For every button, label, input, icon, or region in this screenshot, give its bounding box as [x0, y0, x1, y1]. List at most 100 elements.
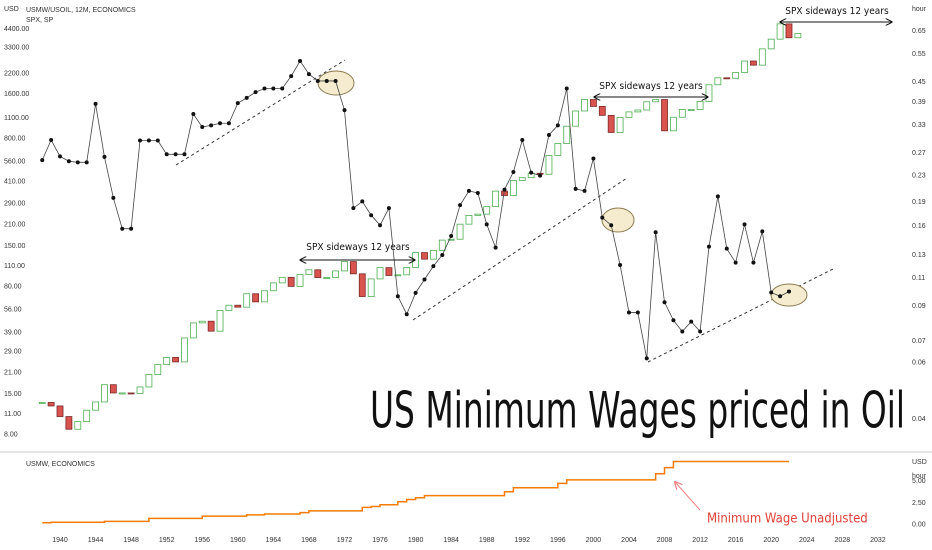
y-tick-label: 0.04	[912, 416, 926, 423]
candle	[509, 180, 517, 196]
y-tick-label: 0.23	[912, 172, 926, 179]
candle	[376, 267, 384, 280]
candle	[172, 357, 179, 363]
y-tick-label: 0.16	[912, 223, 926, 230]
y-unit: USD	[4, 6, 19, 13]
candle	[581, 99, 588, 112]
point	[609, 223, 614, 228]
point	[360, 199, 365, 204]
point	[662, 300, 667, 305]
point	[653, 230, 658, 235]
point	[742, 222, 747, 227]
point	[440, 252, 445, 257]
y-tick-label: 1600.00	[4, 91, 29, 98]
point	[689, 319, 694, 324]
title: USMW/USOIL, 12M, ECONOMICS	[26, 7, 136, 14]
candle	[261, 290, 268, 303]
point	[698, 329, 703, 334]
candle	[252, 293, 259, 303]
candle	[65, 416, 73, 430]
x-tick-label: 1952	[159, 537, 175, 544]
x-tick-label: 1968	[301, 537, 317, 544]
candle	[492, 190, 500, 208]
y-tick-label: 0.09	[912, 303, 926, 310]
candle	[643, 101, 651, 111]
x-tick-label: 1984	[443, 537, 459, 544]
x-tick-label: 1944	[88, 537, 104, 544]
step-line	[42, 460, 789, 524]
candle	[154, 364, 162, 375]
point	[520, 138, 525, 143]
candle	[545, 155, 553, 175]
x-tick-label: 1980	[408, 537, 424, 544]
candle	[323, 277, 331, 279]
point	[138, 138, 143, 143]
candle	[652, 99, 660, 103]
candle	[607, 114, 615, 133]
point	[484, 222, 489, 227]
y-tick-label: 29.00	[4, 349, 22, 356]
point	[120, 226, 125, 231]
point	[769, 290, 774, 295]
y-tick-label: 0.07	[912, 338, 926, 345]
point	[155, 138, 160, 143]
big-title: US Minimum Wages priced in Oil	[370, 382, 905, 440]
y-tick-label: 0.45	[912, 79, 926, 86]
y-tick-label: 2200.00	[4, 70, 29, 77]
point	[262, 86, 267, 91]
candle	[634, 109, 642, 113]
x-tick-label: 2004	[621, 537, 637, 544]
point	[458, 203, 463, 208]
point	[733, 260, 738, 265]
y-tick-label: 0.13	[912, 252, 926, 259]
y2-unit: hour	[912, 6, 927, 13]
candle	[714, 77, 722, 86]
point	[324, 78, 329, 83]
trendline	[175, 59, 346, 166]
point	[635, 310, 640, 315]
series-line	[41, 60, 790, 359]
candle	[438, 239, 446, 251]
x-tick-label: 2024	[799, 537, 815, 544]
arrow	[675, 482, 701, 511]
point	[191, 112, 196, 117]
y-tick-label: 39.00	[4, 330, 22, 337]
point	[386, 206, 391, 211]
point	[555, 123, 560, 128]
candle	[661, 99, 668, 132]
point	[600, 215, 605, 220]
annotation: SPX sideways 12 years	[599, 81, 703, 92]
candle	[189, 322, 197, 339]
y-tick-label: 410.00	[4, 178, 26, 185]
point	[475, 190, 480, 195]
candle	[385, 267, 393, 276]
y-tick-label: 8.00	[4, 431, 18, 438]
pane-title: USMW, ECONOMICS	[26, 461, 95, 468]
x-tick-label: 2028	[835, 537, 851, 544]
x-tick-label: 2012	[692, 537, 708, 544]
x-tick-label: 2000	[586, 537, 602, 544]
candle	[101, 384, 108, 403]
candle	[367, 278, 375, 297]
candle	[181, 337, 188, 363]
point	[173, 152, 178, 157]
point	[306, 72, 311, 77]
candle	[723, 77, 731, 80]
candle	[598, 106, 606, 116]
point	[289, 74, 294, 79]
candle	[776, 23, 784, 40]
y-tick-label: 0.11	[912, 275, 925, 282]
point	[58, 154, 63, 159]
point	[573, 186, 578, 191]
highlight	[601, 207, 635, 233]
y-unit: hour	[912, 473, 927, 480]
candle	[92, 401, 99, 411]
candle	[554, 143, 562, 156]
candle	[109, 384, 117, 394]
y-tick-label: 56.00	[4, 306, 22, 313]
point	[564, 86, 569, 91]
candle	[403, 266, 411, 276]
candle	[136, 386, 144, 394]
point	[582, 188, 587, 193]
point	[671, 318, 676, 323]
